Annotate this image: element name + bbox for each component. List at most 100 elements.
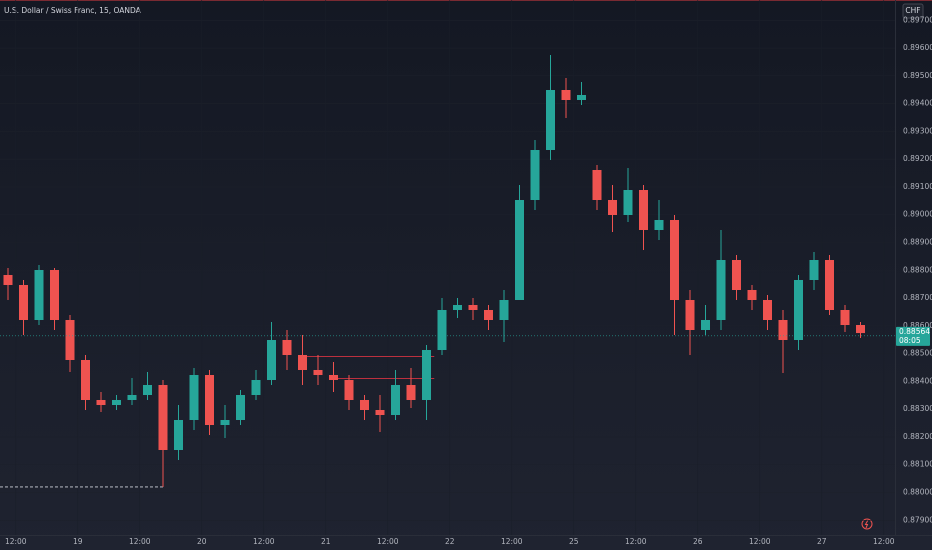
candle-body (251, 380, 261, 395)
candle-body (112, 400, 121, 405)
y-tick-label: 0.89100 (903, 182, 932, 191)
candle-body (174, 420, 183, 450)
x-tick-label: 12:00 (501, 537, 523, 546)
candle-body (468, 305, 478, 310)
x-tick-label: 12:00 (873, 537, 895, 546)
candle-body (437, 310, 447, 350)
candle-body (685, 300, 695, 330)
candle-body (732, 260, 741, 290)
candle-body (298, 355, 307, 370)
y-tick-label: 0.88800 (903, 265, 932, 274)
candle-body (794, 280, 803, 340)
candle-body (623, 190, 633, 215)
candle-body (236, 395, 245, 420)
x-tick-label: 12:00 (129, 537, 151, 546)
candle-body (127, 395, 137, 400)
x-tick-label: 19 (73, 537, 83, 546)
x-tick-label: 21 (321, 537, 331, 546)
candle-body (670, 220, 679, 300)
y-tick-label: 0.88400 (903, 376, 932, 385)
candle-body (267, 340, 276, 380)
last-price-label: 0.88564 (899, 327, 930, 336)
y-tick-label: 0.88000 (903, 488, 932, 497)
y-tick-label: 0.89200 (903, 154, 932, 163)
candle-body (3, 275, 13, 285)
x-tick-label: 12:00 (749, 537, 771, 546)
y-tick-label: 0.89400 (903, 99, 932, 108)
candle-body (220, 420, 230, 425)
x-tick-label: 26 (693, 537, 703, 546)
candle-body (391, 385, 400, 415)
x-tick-label: 12:00 (253, 537, 275, 546)
countdown-label: 08:05 (899, 336, 921, 345)
last-price-badge (896, 326, 930, 346)
chart-title: U.S. Dollar / Swiss Franc, 15, OANDA (4, 6, 142, 15)
candle-body (189, 375, 199, 420)
candle-body (530, 150, 540, 200)
y-tick-label: 0.88300 (903, 404, 932, 413)
candle-body (809, 260, 819, 280)
currency-badge[interactable] (902, 3, 924, 19)
candle-body (143, 385, 152, 395)
y-tick-label: 0.89600 (903, 43, 932, 52)
candle-body (763, 300, 772, 320)
y-tick-label: 0.88100 (903, 460, 932, 469)
lightning-icon[interactable] (861, 518, 873, 530)
candle-body (96, 400, 106, 405)
candle-body (825, 260, 834, 310)
candle-body (747, 290, 757, 300)
y-tick-label: 0.89500 (903, 71, 932, 80)
x-tick-label: 12:00 (625, 537, 647, 546)
candle-body (546, 90, 555, 150)
x-tick-label: 12:00 (5, 537, 27, 546)
y-tick-label: 0.89000 (903, 210, 932, 219)
candle-body (81, 360, 90, 400)
candle-body (422, 350, 431, 400)
candle-body (65, 320, 75, 360)
y-tick-label: 0.88200 (903, 432, 932, 441)
y-tick-label: 0.88500 (903, 349, 932, 358)
currency-label[interactable]: CHF (905, 6, 920, 15)
candle-body (856, 325, 865, 334)
candle-body (577, 95, 586, 100)
candle-body (608, 200, 617, 215)
y-tick-label: 0.89300 (903, 126, 932, 135)
x-tick-label: 12:00 (377, 537, 399, 546)
candle-body (313, 370, 323, 375)
candle-body (515, 200, 524, 300)
candle-body (34, 270, 44, 320)
candle-body (19, 285, 28, 320)
candle-body (406, 385, 416, 400)
x-tick-label: 27 (817, 537, 827, 546)
candle-body (375, 410, 385, 415)
y-tick-label: 0.88600 (903, 321, 932, 330)
candle-body (639, 190, 648, 230)
candle-body (360, 400, 369, 410)
candle-body (484, 310, 493, 320)
candle-body (561, 90, 571, 100)
x-tick-label: 20 (197, 537, 207, 546)
lightning-bolt (864, 519, 869, 529)
candle-body (205, 375, 214, 425)
candle-body (499, 300, 509, 320)
candle-body (701, 320, 710, 330)
y-tick-label: 0.88900 (903, 238, 932, 247)
candle-body (329, 375, 338, 380)
y-tick-label: 0.89700 (903, 15, 932, 24)
candle-body (840, 310, 850, 325)
x-tick-label: 22 (445, 537, 455, 546)
candle-body (50, 270, 59, 320)
candle-body (282, 340, 292, 355)
y-tick-label: 0.88700 (903, 293, 932, 302)
candle-body (654, 220, 664, 230)
candle-body (344, 380, 354, 400)
y-tick-label: 0.87900 (903, 515, 932, 524)
candle-body (158, 385, 168, 450)
candle-body (592, 170, 602, 200)
candle-body (778, 320, 788, 340)
candle-body (716, 260, 726, 320)
candle-body (453, 305, 462, 310)
